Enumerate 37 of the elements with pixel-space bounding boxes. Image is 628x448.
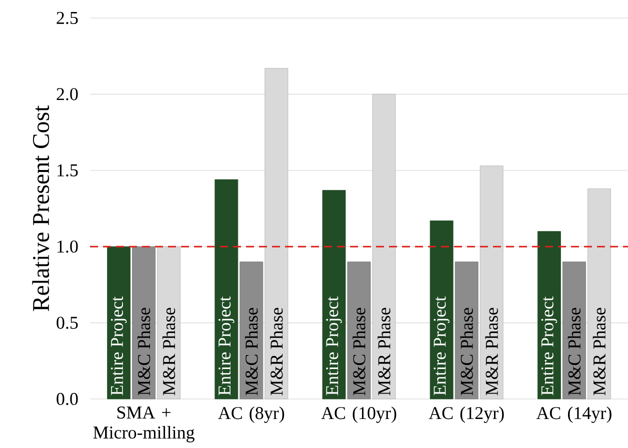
x-tick-label: AC (12yr): [428, 406, 504, 423]
bar: [430, 220, 454, 400]
y-tick-label: 0.0: [56, 392, 78, 406]
text: M&R Phase: [592, 308, 606, 396]
y-axis-title: Relative Present Cost: [32, 105, 50, 312]
y-tick-label: 0.5: [56, 316, 78, 329]
y-tick-label: 2.5: [56, 12, 78, 24]
bar: [322, 190, 346, 400]
text: M&R Phase: [378, 308, 390, 396]
y-tick-label: 1.5: [58, 164, 78, 176]
text: M&C Phase: [568, 308, 581, 396]
text: M&C Phase: [245, 308, 258, 396]
series-label: Entire Project: [110, 296, 127, 396]
bar: [538, 231, 561, 400]
text: M&R Phase: [270, 308, 283, 396]
x-tick-label: AC (10yr): [321, 406, 396, 423]
x-tick-label: SMA + Micro-milling: [93, 406, 194, 442]
x-tick-label: AC (8yr): [218, 406, 284, 423]
bar: [562, 262, 586, 400]
text: Entire Project: [541, 296, 558, 396]
text: Entire Project: [326, 296, 342, 396]
x-tick-label: AC (14yr): [536, 406, 612, 423]
bar: [454, 262, 478, 400]
text: Entire Project: [218, 296, 234, 396]
text: Entire Project: [434, 296, 450, 396]
text: M&R Phase: [485, 308, 498, 396]
bar: [240, 262, 264, 400]
y-tick-label: 1.0: [58, 240, 78, 253]
y-tick-label: 2.0: [56, 88, 78, 100]
bar: [214, 179, 238, 400]
series-label: M&C Phase: [137, 308, 150, 396]
bar: [347, 262, 371, 400]
series-label: M&R Phase: [162, 308, 176, 396]
bar: [107, 246, 131, 400]
bar: [132, 246, 156, 400]
text: M&C Phase: [460, 308, 473, 396]
text: M&C Phase: [352, 308, 366, 396]
